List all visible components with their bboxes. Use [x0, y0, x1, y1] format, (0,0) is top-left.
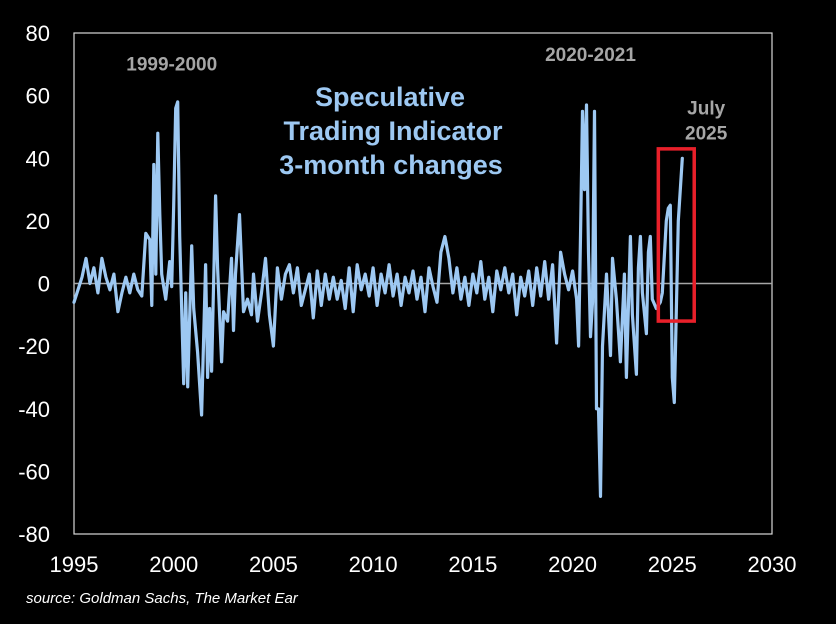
chart-title: Speculative Trading Indicator 3-month ch…: [279, 82, 503, 180]
y-tick-label: -60: [18, 459, 50, 484]
annotation-label: July: [687, 98, 725, 119]
chart-title-line-2: Trading Indicator: [283, 116, 503, 146]
annotation-label: 1999-2000: [126, 55, 217, 76]
y-tick-label: 40: [26, 146, 50, 171]
y-tick-label: -80: [18, 522, 50, 547]
highlight-box: [656, 147, 696, 323]
chart-title-line-1: Speculative: [315, 82, 465, 112]
x-tick-label: 2025: [648, 552, 697, 577]
y-tick-label: 20: [26, 209, 50, 234]
series-line: [72, 100, 684, 498]
y-tick-label: 80: [26, 21, 50, 46]
source-note: source: Goldman Sachs, The Market Ear: [26, 590, 298, 607]
x-tick-label: 2020: [548, 552, 597, 577]
y-tick-label: 60: [26, 84, 50, 109]
annotation-label: 2020-2021: [545, 45, 636, 66]
x-tick-label: 1995: [50, 552, 99, 577]
x-tick-label: 2000: [149, 552, 198, 577]
annotation-label: 2025: [685, 123, 728, 144]
x-tick-label: 2015: [448, 552, 497, 577]
y-tick-label: 0: [38, 272, 50, 297]
y-tick-label: -40: [18, 397, 50, 422]
x-tick-label: 2005: [249, 552, 298, 577]
x-axis: 1995 2000 2005 2010 2015 2020 2025 2030: [50, 552, 797, 577]
y-tick-label: -20: [18, 334, 50, 359]
x-tick-label: 2010: [349, 552, 398, 577]
x-tick-label: 2030: [748, 552, 797, 577]
y-axis: 80 60 40 20 0 -20 -40 -60 -80: [18, 21, 50, 547]
chart-title-line-3: 3-month changes: [279, 150, 503, 180]
annotations: 1999-2000 2020-2021 July 2025: [126, 45, 727, 144]
